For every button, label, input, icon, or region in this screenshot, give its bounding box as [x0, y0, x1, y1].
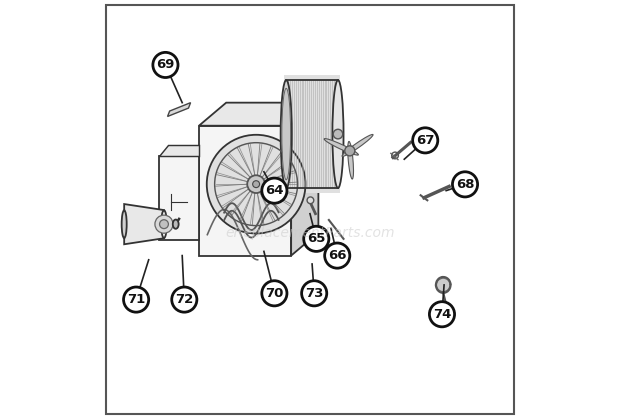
Bar	[159, 155, 199, 240]
Circle shape	[247, 175, 265, 193]
Ellipse shape	[161, 210, 167, 238]
Circle shape	[436, 278, 450, 292]
Polygon shape	[159, 145, 199, 155]
Text: 67: 67	[416, 134, 435, 147]
Circle shape	[172, 287, 197, 312]
Ellipse shape	[282, 88, 291, 180]
Polygon shape	[291, 103, 319, 256]
Text: 73: 73	[305, 287, 324, 300]
Circle shape	[262, 281, 287, 306]
Text: eReplacementParts.com: eReplacementParts.com	[225, 225, 395, 240]
Polygon shape	[167, 103, 190, 116]
Ellipse shape	[324, 139, 358, 155]
Circle shape	[262, 178, 287, 203]
Polygon shape	[199, 126, 291, 256]
Circle shape	[430, 302, 454, 327]
Circle shape	[325, 243, 350, 268]
Ellipse shape	[281, 80, 292, 188]
Ellipse shape	[173, 220, 179, 229]
Circle shape	[307, 197, 314, 204]
Polygon shape	[124, 204, 164, 244]
Bar	[284, 75, 340, 193]
Circle shape	[159, 220, 169, 229]
Ellipse shape	[348, 142, 353, 179]
Circle shape	[123, 287, 149, 312]
Circle shape	[206, 135, 306, 233]
Ellipse shape	[332, 80, 343, 188]
Text: 71: 71	[127, 293, 145, 306]
Ellipse shape	[342, 134, 373, 156]
Circle shape	[345, 146, 355, 156]
Text: 69: 69	[156, 58, 175, 72]
Text: 74: 74	[433, 308, 451, 321]
Circle shape	[155, 215, 173, 233]
Polygon shape	[199, 103, 319, 126]
Text: 70: 70	[265, 287, 283, 300]
Circle shape	[304, 226, 329, 251]
Circle shape	[253, 181, 260, 188]
Text: 65: 65	[307, 232, 326, 246]
Text: 64: 64	[265, 184, 283, 197]
Circle shape	[333, 129, 343, 139]
Circle shape	[301, 281, 327, 306]
Ellipse shape	[122, 210, 126, 238]
Text: 68: 68	[456, 178, 474, 191]
Text: 66: 66	[328, 249, 347, 262]
Circle shape	[153, 52, 178, 78]
Circle shape	[413, 128, 438, 153]
Circle shape	[453, 172, 477, 197]
Text: 72: 72	[175, 293, 193, 306]
